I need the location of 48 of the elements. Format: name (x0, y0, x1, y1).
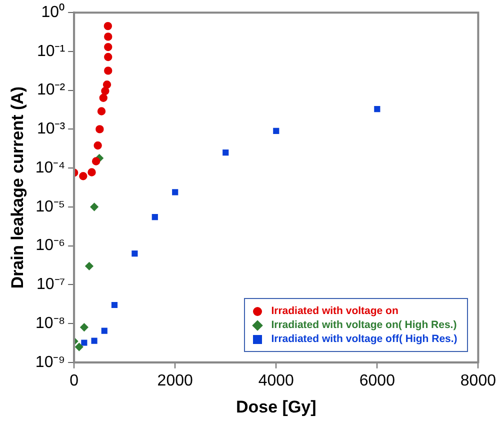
x-tick-label: 0 (70, 372, 79, 390)
point (101, 328, 108, 334)
point (104, 32, 112, 41)
y-axis-title: Drain leakage current (A) (8, 86, 27, 289)
point (104, 22, 112, 30)
point (96, 125, 104, 134)
point (273, 128, 280, 134)
y-tick-label: 10⁻¹ (36, 42, 66, 60)
y-tick-label: 10⁻³ (36, 120, 66, 138)
y-tick-label: 10⁻⁵ (36, 198, 66, 216)
point (172, 189, 178, 196)
y-tick-label: 10⁻⁸ (36, 314, 66, 332)
point (90, 202, 98, 212)
point (104, 66, 112, 75)
x-axis-title: Dose [Gy] (236, 397, 316, 416)
point (102, 80, 112, 89)
x-tick-label: 8000 (460, 372, 496, 390)
legend-label: Irradiated with voltage on (271, 304, 398, 318)
legend-label: Irradiated with voltage on( High Res.) (271, 318, 457, 332)
point (101, 86, 110, 96)
point (132, 250, 138, 257)
point (80, 323, 88, 332)
point (75, 342, 84, 352)
x-tick-label: 4000 (258, 372, 294, 390)
y-tick-label: 10⁻⁶ (36, 237, 66, 254)
point (222, 150, 229, 156)
y-tick-label: 10⁻⁷ (36, 276, 66, 294)
y-tick-label: 10⁻⁴ (35, 159, 66, 176)
point (88, 168, 96, 176)
x-tick-label: 6000 (359, 372, 396, 390)
point (97, 107, 106, 116)
y-tick-label: 10⁰ (41, 3, 66, 22)
y-tick-label: 10⁻⁹ (35, 354, 66, 371)
point (104, 52, 112, 62)
point (91, 338, 98, 344)
point (104, 42, 112, 52)
point (99, 94, 108, 102)
point (152, 214, 158, 220)
y-tick-label: 10⁻² (36, 82, 66, 99)
x-tick-label: 2000 (157, 372, 194, 390)
legend-label: Irradiated with voltage off( High Res.) (271, 332, 458, 346)
point (85, 262, 94, 270)
point (94, 141, 102, 150)
point (79, 172, 88, 180)
point (92, 157, 100, 166)
point (81, 340, 88, 346)
point (111, 302, 118, 308)
point (374, 106, 380, 112)
